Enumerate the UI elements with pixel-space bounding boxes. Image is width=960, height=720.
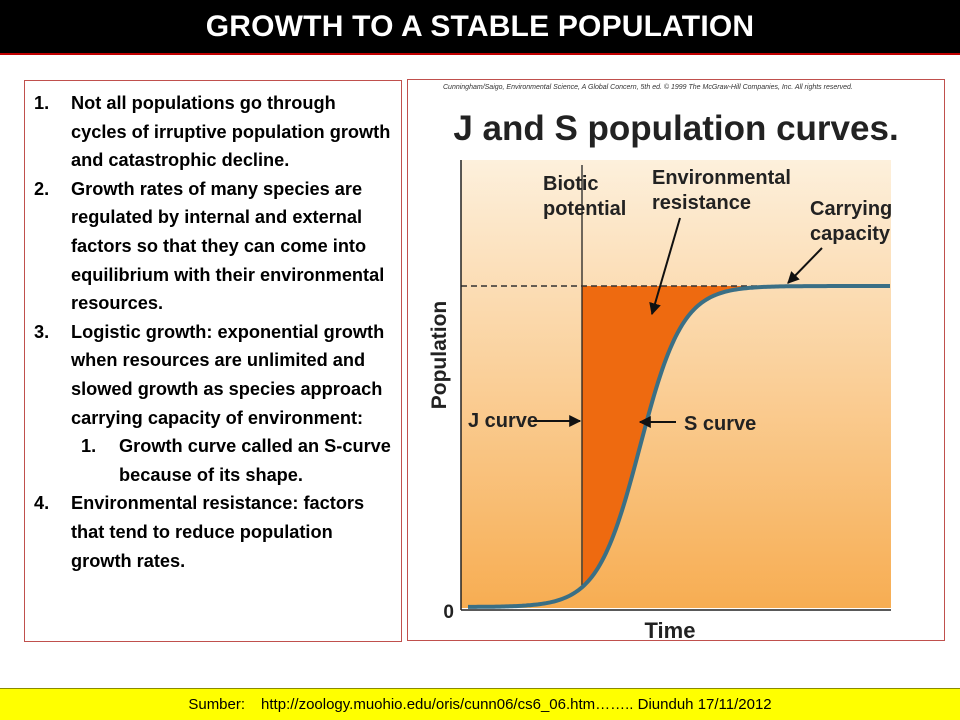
annotation-carrying-capacity-2: capacity [810,223,891,245]
list-text: Growth rates of many species are regulat… [71,178,385,314]
source-footer: Sumber: http://zoology.muohio.edu/oris/c… [0,688,960,720]
annotation-biotic-potential-1: Biotic [543,173,599,195]
slide-title-bar: GROWTH TO A STABLE POPULATION [0,0,960,55]
list-text: Growth curve called an S-curve because o… [119,436,391,485]
annotation-j-curve: J curve [468,410,538,432]
chart-svg: Cunningham/Saigo, Environmental Science,… [428,83,899,640]
annotation-environmental-resistance-2: resistance [652,192,751,214]
list-number: 1. [81,436,97,457]
list-text: Environmental resistance: factors that t… [71,493,365,571]
y-axis-label: Population [428,301,451,410]
list-item-sub: 1. Growth curve called an S-curve because… [25,432,391,489]
bullet-text-panel: 1. Not all populations go through cycles … [24,80,402,642]
list-number: 3. [34,321,50,342]
chart-title: J and S population curves. [453,109,898,148]
bullet-list: 1. Not all populations go through cycles … [25,81,401,575]
chart-figure-panel: Cunningham/Saigo, Environmental Science,… [407,79,945,641]
list-number: 1. [34,93,50,113]
y-tick-label: 0 [443,602,454,623]
chart-credit: Cunningham/Saigo, Environmental Science,… [443,83,853,91]
source-label: Sumber: [188,696,246,713]
source-text: http://zoology.muohio.edu/oris/cunn06/cs… [261,696,772,713]
list-item: 4. Environmental resistance: factors that… [25,489,391,575]
carrying-capacity-arrow [787,247,823,284]
list-number: 4. [34,493,50,514]
s-curve-line [468,284,890,609]
environmental-resistance-arrow [649,217,681,316]
list-number: 2. [34,178,50,199]
list-item: 3. Logistic growth: exponential growth wh… [25,318,391,432]
x-axis-label: Time [645,618,696,640]
list-item: 1. Not all populations go through cycles … [25,89,391,175]
annotation-environmental-resistance-1: Environmental [652,167,791,189]
list-text: Not all populations go through cycles of… [71,93,391,171]
environmental-resistance-area [582,286,891,587]
slide-title: GROWTH TO A STABLE POPULATION [205,9,755,43]
annotation-carrying-capacity-1: Carrying [810,198,892,220]
list-text: Logistic growth: exponential growth when… [71,321,385,428]
annotation-s-curve: S curve [684,413,756,435]
annotation-biotic-potential-2: potential [543,198,626,220]
list-item: 2. Growth rates of many species are regul… [25,175,391,318]
